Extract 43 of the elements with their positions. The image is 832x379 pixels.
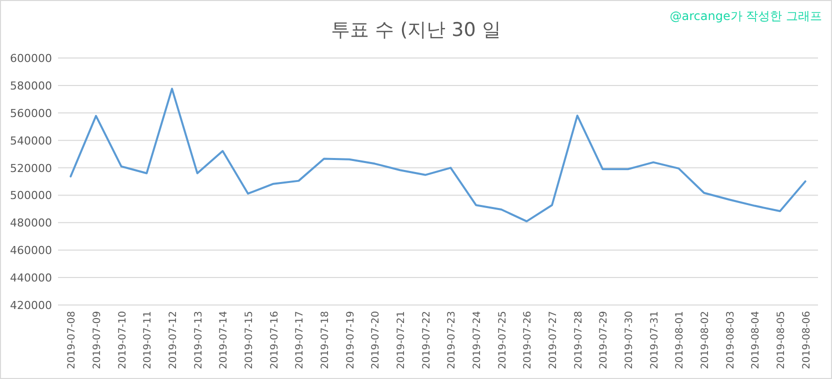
text: @arcange가 작성한 그래프 (670, 9, 822, 23)
x-tick-label: 2019-07-09 (92, 311, 103, 370)
x-tick-label: 2019-07-11 (142, 311, 154, 370)
x-tick-label: 2019-07-10 (117, 311, 128, 370)
x-tick-label: 2019-07-22 (421, 311, 432, 370)
x-tick-label: 2019-08-01 (674, 311, 686, 370)
y-tick-label: 560000 (10, 106, 52, 120)
x-tick-label: 2019-07-08 (66, 311, 78, 370)
x-tick-label: 2019-07-29 (598, 311, 610, 370)
x-tick-label: 2019-07-20 (370, 311, 382, 370)
y-tick-label: 580000 (10, 79, 52, 92)
y-tick-label: 520000 (10, 162, 52, 175)
x-tick-label: 2019-08-03 (725, 311, 736, 370)
y-tick-label: 500000 (10, 189, 52, 202)
x-tick-label: 2019-07-24 (472, 311, 483, 370)
x-tick-label: 2019-07-21 (396, 311, 407, 370)
x-tick-label: 2019-07-13 (193, 311, 204, 370)
x-tick-label: 2019-07-19 (345, 311, 356, 370)
x-tick-label: 2019-07-28 (573, 311, 584, 370)
y-tick-label: 600000 (10, 52, 52, 65)
x-tick-label: 2019-07-14 (218, 311, 230, 370)
y-tick-label: 440000 (10, 272, 52, 285)
chart-title: 투표 수 (지난 30 일 (331, 19, 501, 41)
y-tick-label: 480000 (10, 216, 52, 230)
y-tick-label: 540000 (10, 134, 52, 148)
y-tick-label: 420000 (10, 299, 52, 312)
x-tick-label: 2019-07-12 (168, 311, 179, 370)
y-tick-label: 460000 (10, 244, 52, 258)
x-tick-label: 2019-07-18 (320, 311, 331, 370)
x-tick-label: 2019-07-30 (624, 311, 635, 370)
x-tick-label: 2019-07-23 (446, 311, 458, 370)
x-tick-label: 2019-07-17 (294, 311, 306, 370)
x-tick-label: 2019-07-25 (497, 311, 508, 370)
x-tick-label: 2019-07-31 (649, 311, 660, 370)
x-tick-label: 2019-08-02 (700, 311, 711, 370)
x-tick-label: 2019-07-27 (548, 311, 559, 370)
x-tick-label: 2019-08-06 (801, 311, 812, 370)
line-series (70, 88, 806, 222)
x-tick-label: 2019-08-05 (776, 311, 787, 370)
x-tick-label: 2019-08-04 (750, 311, 762, 370)
x-tick-label: 2019-07-15 (244, 311, 255, 370)
x-tick-label: 2019-07-16 (269, 311, 280, 370)
x-tick-label: 2019-07-26 (522, 311, 534, 370)
